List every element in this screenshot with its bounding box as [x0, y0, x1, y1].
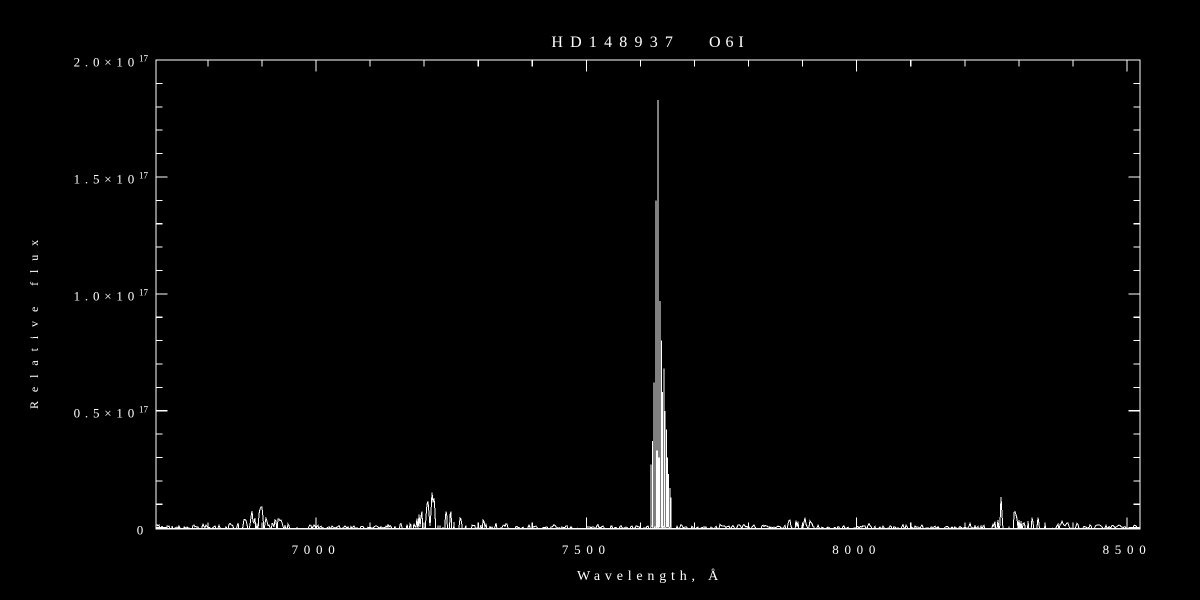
svg-text:Relative flux: Relative flux [27, 231, 41, 409]
svg-text:1.5×1017: 1.5×1017 [74, 171, 149, 187]
svg-text:HD148937: HD148937 [551, 34, 680, 51]
svg-text:0: 0 [137, 522, 148, 537]
svg-text:1.0×1017: 1.0×1017 [74, 288, 149, 304]
svg-text:2.0×1017: 2.0×1017 [74, 54, 149, 70]
svg-text:7000: 7000 [292, 542, 341, 557]
svg-text:8500: 8500 [1103, 542, 1152, 557]
svg-text:8000: 8000 [832, 542, 881, 557]
svg-text:Wavelength, Å: Wavelength, Å [577, 568, 723, 584]
svg-text:7500: 7500 [562, 542, 611, 557]
svg-text:O6I: O6I [709, 34, 749, 51]
svg-text:0.5×1017: 0.5×1017 [74, 404, 149, 420]
